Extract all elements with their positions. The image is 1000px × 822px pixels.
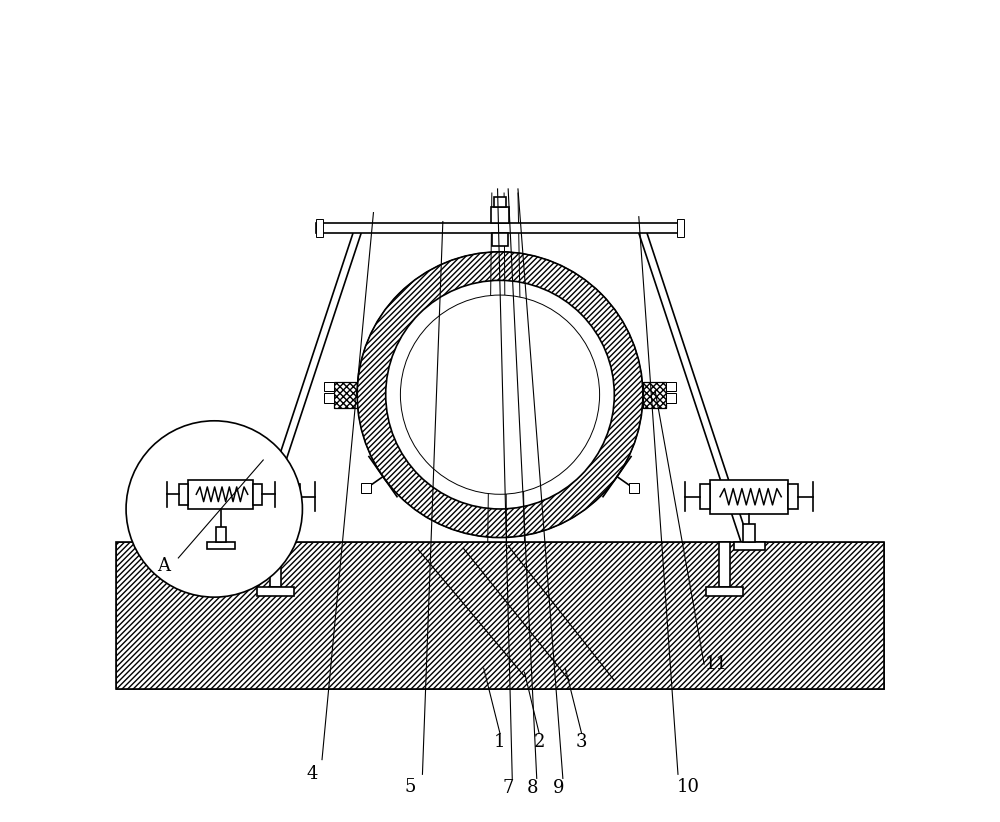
Bar — [245, 524, 257, 542]
Bar — [212, 479, 290, 514]
Text: 5: 5 — [405, 778, 416, 796]
Bar — [666, 393, 676, 403]
Bar — [324, 393, 334, 403]
Bar — [700, 484, 710, 509]
Bar — [629, 483, 639, 493]
Bar — [643, 381, 666, 408]
Bar — [257, 587, 294, 596]
Text: 9: 9 — [553, 779, 565, 797]
Bar — [719, 542, 730, 587]
Bar — [710, 479, 788, 514]
Bar — [316, 219, 323, 237]
Bar — [116, 542, 884, 689]
Bar — [743, 524, 755, 542]
Bar — [706, 587, 743, 596]
Circle shape — [400, 295, 600, 494]
Text: A: A — [157, 557, 170, 575]
Bar — [666, 381, 676, 391]
Bar — [290, 484, 300, 509]
Bar — [188, 479, 253, 509]
Bar — [491, 207, 509, 224]
Bar — [216, 527, 226, 542]
Circle shape — [126, 421, 302, 597]
Bar — [494, 197, 506, 207]
Bar — [202, 484, 212, 509]
Bar — [788, 484, 798, 509]
Bar — [179, 483, 188, 505]
Text: 11: 11 — [705, 655, 728, 673]
Bar — [324, 381, 334, 391]
Bar — [116, 542, 884, 689]
Bar — [677, 219, 684, 237]
Text: 10: 10 — [676, 778, 699, 796]
Bar — [235, 542, 266, 550]
Bar — [361, 483, 371, 493]
Bar — [734, 542, 765, 550]
Text: 3: 3 — [576, 732, 587, 750]
Bar — [334, 381, 357, 408]
Bar — [334, 381, 357, 408]
Bar — [643, 381, 666, 408]
Circle shape — [386, 280, 614, 509]
Bar — [492, 233, 508, 246]
Text: 2: 2 — [534, 732, 545, 750]
Bar — [253, 483, 262, 505]
Bar — [207, 542, 235, 549]
Bar — [316, 224, 684, 233]
Text: 4: 4 — [307, 765, 318, 783]
Bar — [270, 542, 281, 587]
Text: 8: 8 — [527, 779, 538, 797]
Circle shape — [357, 252, 643, 538]
Text: 7: 7 — [502, 779, 514, 797]
Text: 1: 1 — [494, 732, 506, 750]
